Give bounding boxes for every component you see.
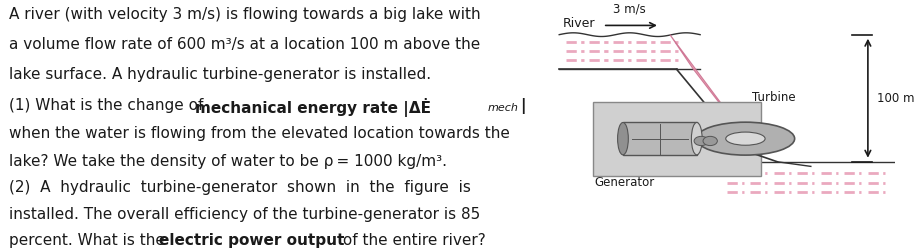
Text: of the entire river?: of the entire river? [338, 233, 486, 248]
Ellipse shape [691, 123, 702, 155]
Text: percent. What is the: percent. What is the [9, 233, 170, 248]
Text: lake? We take the density of water to be ρ = 1000 kg/m³.: lake? We take the density of water to be… [9, 154, 447, 169]
Text: A river (with velocity 3 m/s) is flowing towards a big lake with: A river (with velocity 3 m/s) is flowing… [9, 7, 480, 22]
Text: mechanical energy rate |ΔĖ: mechanical energy rate |ΔĖ [195, 98, 431, 117]
Text: a volume flow rate of 600 m³/s at a location 100 m above the: a volume flow rate of 600 m³/s at a loca… [9, 37, 480, 52]
Ellipse shape [703, 136, 717, 146]
Text: Generator: Generator [595, 176, 655, 189]
Text: (2)  A  hydraulic  turbine-generator  shown  in  the  figure  is: (2) A hydraulic turbine-generator shown … [9, 180, 471, 195]
Ellipse shape [694, 136, 709, 146]
Ellipse shape [696, 122, 795, 155]
Text: mech: mech [487, 103, 519, 113]
Ellipse shape [618, 123, 628, 155]
Polygon shape [670, 35, 750, 143]
Text: electric power output: electric power output [159, 233, 344, 248]
Ellipse shape [726, 132, 765, 145]
Text: 100 m: 100 m [877, 92, 914, 105]
Text: (1) What is the change of: (1) What is the change of [9, 98, 208, 113]
FancyBboxPatch shape [593, 102, 760, 176]
Text: |: | [520, 98, 525, 114]
Text: lake surface. A hydraulic turbine-generator is installed.: lake surface. A hydraulic turbine-genera… [9, 67, 431, 82]
FancyBboxPatch shape [623, 123, 697, 155]
Text: installed. The overall efficiency of the turbine-generator is 85: installed. The overall efficiency of the… [9, 207, 480, 222]
Text: when the water is flowing from the elevated location towards the: when the water is flowing from the eleva… [9, 126, 509, 141]
Text: 3 m/s: 3 m/s [613, 3, 645, 16]
Text: Turbine: Turbine [752, 91, 796, 104]
Text: River: River [563, 17, 595, 30]
